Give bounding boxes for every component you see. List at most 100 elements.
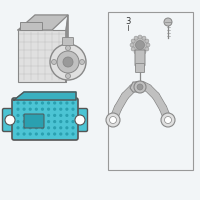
Circle shape	[50, 44, 86, 80]
Circle shape	[164, 18, 172, 26]
Text: 3: 3	[125, 18, 131, 26]
Circle shape	[54, 102, 56, 104]
Circle shape	[72, 127, 74, 129]
Circle shape	[42, 108, 43, 110]
Circle shape	[29, 114, 31, 116]
Circle shape	[72, 133, 74, 135]
Circle shape	[29, 102, 31, 104]
Circle shape	[23, 114, 25, 116]
Circle shape	[35, 114, 37, 116]
Circle shape	[161, 113, 175, 127]
Circle shape	[54, 114, 56, 116]
Circle shape	[60, 133, 62, 135]
Circle shape	[66, 127, 68, 129]
Circle shape	[106, 113, 120, 127]
Circle shape	[52, 60, 57, 64]
Circle shape	[17, 121, 19, 122]
Circle shape	[17, 114, 19, 116]
Circle shape	[66, 46, 70, 50]
Circle shape	[142, 50, 146, 54]
FancyBboxPatch shape	[20, 22, 42, 30]
Circle shape	[23, 108, 25, 110]
Circle shape	[66, 108, 68, 110]
FancyBboxPatch shape	[136, 64, 144, 72]
Circle shape	[138, 35, 142, 39]
Circle shape	[42, 133, 43, 135]
Circle shape	[35, 133, 37, 135]
Circle shape	[42, 121, 43, 122]
Circle shape	[131, 47, 135, 51]
Circle shape	[17, 127, 19, 129]
Circle shape	[134, 81, 146, 93]
Circle shape	[146, 43, 150, 47]
Circle shape	[66, 121, 68, 122]
Circle shape	[48, 102, 49, 104]
Circle shape	[17, 133, 19, 135]
Circle shape	[35, 127, 37, 129]
Circle shape	[134, 50, 138, 54]
Circle shape	[72, 121, 74, 122]
Circle shape	[142, 36, 146, 40]
Circle shape	[136, 40, 144, 49]
Circle shape	[75, 115, 85, 125]
FancyBboxPatch shape	[72, 108, 88, 132]
FancyBboxPatch shape	[24, 114, 44, 128]
Circle shape	[57, 51, 79, 73]
Circle shape	[35, 108, 37, 110]
Circle shape	[17, 102, 19, 104]
Circle shape	[132, 37, 148, 53]
Circle shape	[54, 133, 56, 135]
FancyBboxPatch shape	[18, 30, 66, 82]
Circle shape	[48, 127, 49, 129]
FancyBboxPatch shape	[135, 50, 145, 66]
Polygon shape	[14, 92, 76, 100]
Circle shape	[35, 121, 37, 122]
Circle shape	[72, 108, 74, 110]
Circle shape	[80, 60, 84, 64]
Circle shape	[130, 43, 134, 47]
Circle shape	[48, 121, 49, 122]
Circle shape	[29, 108, 31, 110]
Circle shape	[17, 108, 19, 110]
Circle shape	[54, 121, 56, 122]
Circle shape	[42, 114, 43, 116]
Circle shape	[23, 133, 25, 135]
Circle shape	[66, 133, 68, 135]
Circle shape	[60, 108, 62, 110]
Circle shape	[29, 121, 31, 122]
Circle shape	[134, 36, 138, 40]
FancyBboxPatch shape	[12, 98, 78, 140]
Circle shape	[60, 127, 62, 129]
Circle shape	[60, 121, 62, 122]
Circle shape	[164, 116, 172, 123]
Circle shape	[29, 127, 31, 129]
Polygon shape	[18, 15, 68, 30]
Circle shape	[66, 73, 70, 78]
Polygon shape	[130, 82, 145, 92]
Circle shape	[145, 39, 149, 43]
Circle shape	[66, 102, 68, 104]
Circle shape	[60, 102, 62, 104]
Circle shape	[138, 51, 142, 55]
Circle shape	[60, 114, 62, 116]
Circle shape	[63, 57, 73, 67]
FancyBboxPatch shape	[62, 38, 74, 46]
Circle shape	[5, 115, 15, 125]
Circle shape	[145, 47, 149, 51]
Circle shape	[110, 116, 116, 123]
Circle shape	[54, 127, 56, 129]
Polygon shape	[66, 15, 68, 82]
Circle shape	[48, 133, 49, 135]
Circle shape	[72, 114, 74, 116]
Bar	[108, 12, 193, 170]
Circle shape	[35, 102, 37, 104]
Circle shape	[48, 114, 49, 116]
Circle shape	[29, 133, 31, 135]
Circle shape	[42, 102, 43, 104]
Circle shape	[131, 39, 135, 43]
Circle shape	[42, 127, 43, 129]
Circle shape	[23, 127, 25, 129]
Circle shape	[72, 102, 74, 104]
Circle shape	[23, 121, 25, 122]
FancyBboxPatch shape	[2, 108, 18, 132]
